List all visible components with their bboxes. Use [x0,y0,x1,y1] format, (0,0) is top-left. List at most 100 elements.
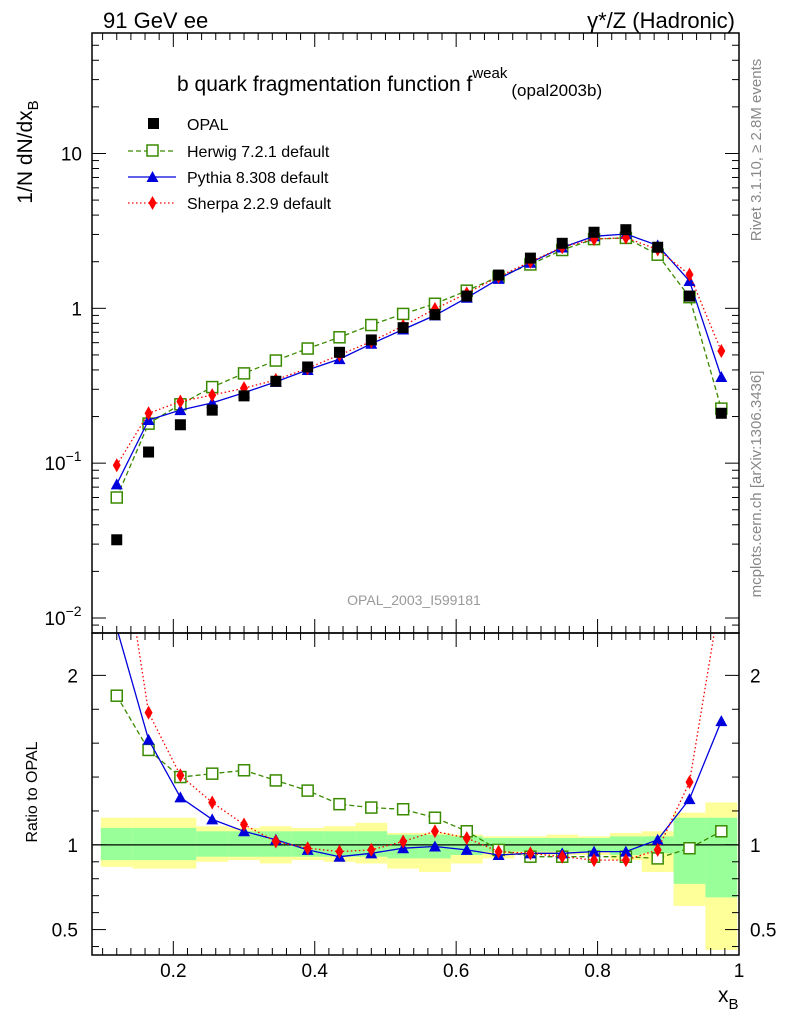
legend-opal: OPAL [148,117,229,134]
main-point-data [302,361,314,373]
band-stat [164,827,197,861]
x-axis-label: xB [718,984,739,1013]
main-y-tick-label: 1 [71,299,82,320]
legend-opal-label: OPAL [187,117,229,134]
ratio-axis-ticks [92,633,740,955]
x-tick-label: 0.6 [443,961,469,982]
ratio-y-tick-label-right: 0.5 [750,921,776,942]
header-right: γ*/Z (Hadronic) [587,8,735,33]
ratio-point-herwig [333,797,346,811]
main-point-herwig [365,318,378,332]
legend-pythia-label: Pythia 8.308 default [187,170,329,187]
ratio-point-sherpa [176,768,185,783]
chart-title-sub: (opal2003b) [511,81,602,100]
ratio-point-pythia [619,845,632,857]
ratio-point-herwig [428,811,442,824]
ratio-point-pythia [174,791,187,803]
main-point-herwig [301,342,314,355]
legend-sherpa-marker [148,196,157,210]
ratio-point-sherpa [430,824,439,839]
legend-opal-marker [148,118,159,129]
main-line-pythia [116,233,722,485]
band-stat [196,831,229,857]
main-point-data [524,252,536,264]
analysis-watermark: OPAL_2003_I599181 [347,592,481,608]
x-tick-label: 1 [734,961,745,982]
ratio-point-sherpa [558,849,567,864]
main-line-herwig [116,237,722,498]
ratio-point-herwig [110,689,123,702]
main-point-data [684,290,696,302]
main-point-data [620,224,632,236]
main-point-data [461,290,473,302]
x-tick-label: 0.8 [584,961,610,982]
ratio-point-herwig [301,784,314,797]
main-y-axis-label: 1/N dN/dxB [14,100,42,203]
ratio-point-sherpa [303,841,312,856]
main-series-pythia [110,227,728,490]
main-y-tick-label: 10−2 [44,603,81,630]
ratio-uncertainty-bands [100,802,738,950]
ratio-point-pythia [142,733,155,745]
rivet-label: Rivet 3.1.10, ≥ 2.8M events [748,59,765,242]
ratio-tick-labels: 0.5 0.51 12 20.2 0.4 0.6 0.8 1 [52,666,777,982]
ratio-point-sherpa [494,844,503,859]
ratio-point-sherpa [653,842,662,857]
main-line-sherpa [116,237,722,466]
main-point-sherpa [176,394,185,409]
ratio-series-layer [110,633,728,868]
ratio-point-sherpa [621,853,630,868]
main-point-data [365,334,377,346]
ratio-point-pythia [206,813,219,825]
main-series-layer [110,224,728,546]
ratio-line-sherpa [135,633,715,861]
main-point-data [238,390,250,402]
ratio-point-pythia [651,833,664,845]
main-point-pythia [715,371,728,383]
ratio-point-sherpa [526,846,535,861]
main-y-tick-label: 10 [61,144,82,165]
header-left: 91 GeV ee [103,8,208,33]
main-point-data [556,237,568,249]
ratio-point-herwig [396,803,410,816]
main-point-sherpa [112,458,121,473]
legend-sherpa-label: Sherpa 2.2.9 default [187,196,332,213]
main-axis-ticks [92,32,740,634]
main-series-herwig [110,231,728,504]
ratio-point-herwig [237,764,251,777]
ratio-y-tick-label-left: 0.5 [52,921,78,942]
main-y-tick-label: 10−1 [44,448,81,475]
ratio-point-sherpa [399,834,408,849]
ratio-point-pythia [428,840,441,852]
ratio-point-pythia [460,843,473,855]
legend-herwig-marker [146,144,159,157]
ratio-point-sherpa [144,705,153,720]
main-point-data [270,375,282,387]
ratio-series-pythia [117,633,728,862]
legend-herwig-label: Herwig 7.2.1 default [187,144,330,161]
main-point-data [493,269,505,281]
ratio-point-herwig [715,825,728,838]
ratio-y-tick-label-right: 2 [750,666,761,687]
legend-sherpa: Sherpa 2.2.9 default [128,196,332,213]
ratio-y-axis-label: Ratio to OPAL [24,741,41,842]
main-point-herwig [237,367,251,380]
ratio-series-sherpa [135,633,715,868]
main-series-data [111,224,727,546]
main-point-data [333,346,345,358]
ratio-point-pythia [588,845,601,857]
main-point-data [174,419,186,431]
band-stat [100,827,133,861]
legend-pythia-marker [146,171,159,182]
chart-title-main: b quark fragmentation function f [177,73,473,96]
ratio-point-sherpa [462,831,471,846]
main-point-data [206,404,218,416]
main-point-data [652,241,664,253]
main-point-pythia [174,404,187,416]
main-point-sherpa [717,344,726,359]
ratio-point-sherpa [367,842,376,857]
main-point-herwig [396,307,410,321]
ratio-point-herwig [365,801,378,814]
main-y-tick-labels: 10−2 10−1 1 10 [44,144,82,630]
